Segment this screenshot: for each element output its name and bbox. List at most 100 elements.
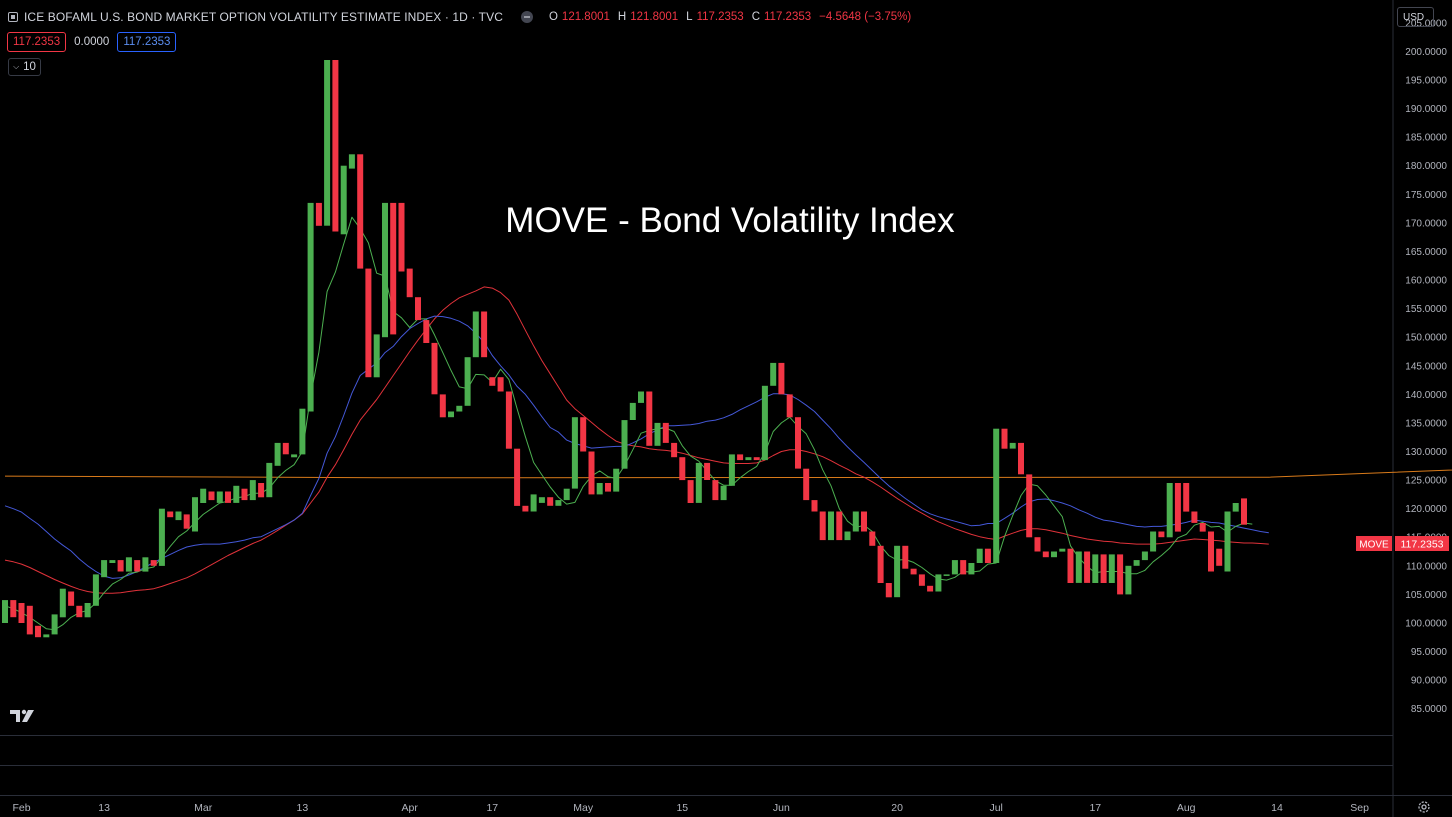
candle-up — [233, 485, 240, 503]
candle-down — [390, 202, 397, 335]
candle-down — [1191, 511, 1198, 523]
candle-up — [2, 600, 8, 623]
time-tick-label: 17 — [1089, 802, 1101, 814]
tradingview-logo[interactable] — [9, 708, 39, 724]
time-tick-label: 17 — [486, 802, 498, 814]
candle-down — [315, 202, 322, 226]
candle-down — [183, 514, 190, 529]
candle-up — [571, 417, 578, 489]
price-tick-label: 150.0000 — [1405, 333, 1447, 344]
time-tick-label: 15 — [676, 802, 688, 814]
price-tick-label: 180.0000 — [1405, 161, 1447, 172]
candle-down — [687, 480, 694, 503]
candle-down — [580, 417, 587, 452]
time-tick-label: Apr — [402, 802, 419, 814]
candle-down — [332, 60, 339, 232]
candle-down — [646, 391, 653, 446]
price-axis[interactable]: 205.0000 200.0000 195.0000 190.0000 185.0000… — [1405, 18, 1447, 715]
indicators-toggle-button[interactable]: ⌵ 10 — [8, 58, 41, 76]
candle-up — [1092, 554, 1099, 583]
candle-down — [605, 483, 611, 492]
time-tick-label: 14 — [1271, 802, 1283, 814]
candle-down — [877, 545, 884, 583]
candle-down — [737, 454, 744, 461]
candle-up — [192, 497, 198, 532]
candle-down — [869, 531, 876, 546]
candle-down — [1208, 531, 1214, 572]
candle-down — [795, 417, 801, 469]
candle-up — [745, 457, 752, 461]
candle-up — [43, 634, 50, 638]
currency-button[interactable]: USD — [1397, 7, 1434, 27]
candle-up — [1232, 503, 1239, 512]
candle-down — [1042, 551, 1049, 558]
candle-down — [885, 583, 892, 598]
candle-down — [282, 442, 289, 455]
low-value: 117.2353 — [696, 11, 744, 23]
market-status-icon[interactable] — [520, 11, 533, 23]
candle-down — [778, 362, 785, 395]
candle-down — [1026, 474, 1033, 538]
candle-down — [258, 483, 265, 498]
bid-badge[interactable]: 117.2353 — [7, 32, 67, 52]
candle-up — [200, 488, 207, 503]
price-tick-label: 195.0000 — [1405, 76, 1447, 87]
candle-down — [398, 202, 405, 272]
price-tick-label: 205.0000 — [1405, 18, 1447, 29]
close-value: 117.2353 — [764, 11, 812, 23]
gear-icon[interactable] — [1416, 799, 1432, 815]
price-tick-label: 100.0000 — [1405, 619, 1447, 630]
candle-up — [852, 511, 859, 532]
price-tick-label: 120.0000 — [1405, 504, 1447, 515]
candle-down — [431, 342, 438, 395]
candle-down — [1084, 551, 1091, 583]
chevron-down-icon: ⌵ — [13, 62, 20, 71]
candle-down — [489, 377, 496, 386]
candle-up — [158, 508, 165, 566]
candle-down — [712, 480, 719, 501]
candle-up — [555, 500, 562, 506]
close-label: C — [751, 11, 761, 23]
candle-up — [1051, 551, 1057, 558]
candle-down — [10, 600, 17, 618]
candle-down — [679, 457, 686, 481]
candle-down — [984, 548, 991, 563]
candle-up — [84, 603, 91, 618]
chart-title: MOVE - Bond Volatility Index — [505, 201, 955, 240]
price-tick-label: 190.0000 — [1405, 104, 1447, 115]
candle-up — [266, 462, 273, 498]
candle-up — [770, 362, 777, 386]
candle-up — [291, 454, 298, 458]
candle-down — [117, 560, 124, 572]
candle-up — [101, 560, 108, 578]
time-tick-label: 13 — [98, 802, 110, 814]
candle-down — [167, 511, 174, 518]
symbol-title[interactable]: ICE BOFAML U.S. BOND MARKET OPTION VOLAT… — [24, 10, 503, 24]
candle-up — [59, 588, 66, 618]
candle-down — [76, 605, 83, 618]
time-tick-label: 13 — [297, 802, 309, 814]
candle-down — [1183, 483, 1190, 512]
candle-down — [960, 560, 967, 575]
candle-up — [976, 548, 983, 563]
ma-orange-line — [4, 469, 1452, 479]
candle-down — [150, 560, 157, 566]
candle-down — [918, 574, 925, 586]
candle-up — [142, 557, 149, 572]
price-tick-label: 140.0000 — [1405, 390, 1447, 401]
time-tick-label: Aug — [1177, 802, 1196, 814]
candle-down — [836, 511, 843, 541]
candle-up — [92, 574, 99, 606]
candle-down — [1034, 537, 1041, 552]
ask-badge[interactable]: 117.2353 — [117, 32, 177, 52]
price-tick-label: 130.0000 — [1405, 447, 1447, 458]
symbol-icon[interactable] — [8, 12, 18, 22]
candle-up — [464, 357, 471, 406]
candle-up — [728, 454, 735, 486]
candle-up — [951, 560, 958, 575]
candle-down — [811, 500, 818, 512]
candle-up — [1108, 554, 1115, 583]
time-axis[interactable]: Feb 13 Mar 13 Apr 17 May 15 Jun 20 Jul 17 Aug 14 Sep — [12, 802, 1369, 814]
